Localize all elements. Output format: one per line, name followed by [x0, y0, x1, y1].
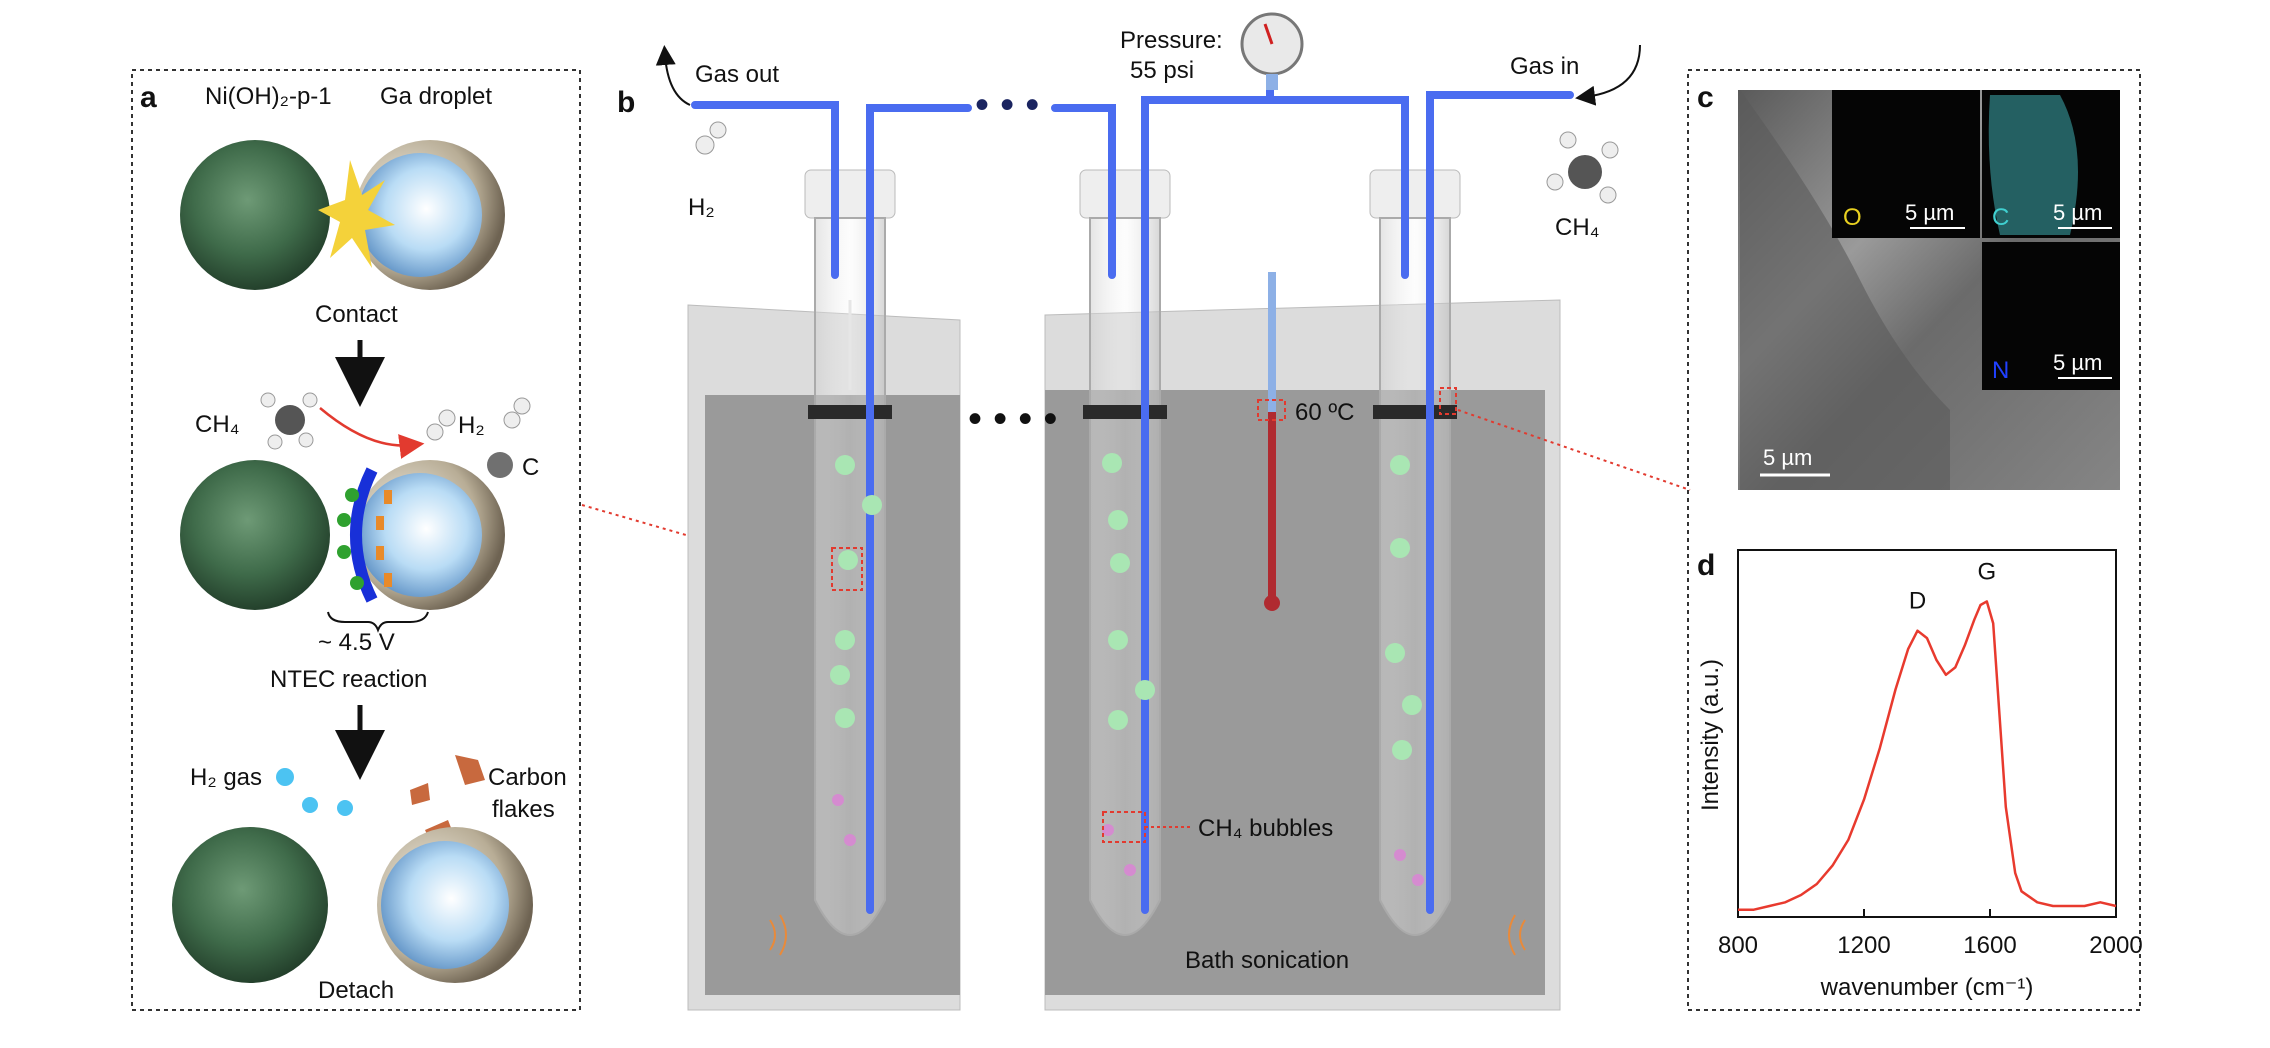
step-ntec-label: NTEC reaction [270, 666, 427, 693]
sonic-wave-left-icon [769, 914, 787, 956]
zoom-box-catalyst [831, 547, 863, 591]
catalyst-bubbles [830, 453, 1424, 886]
pressure-label-1: Pressure: [1120, 27, 1223, 54]
panel-b: b • • • • [617, 12, 1641, 1011]
ni-particle-2 [180, 460, 330, 610]
eds-c-label: C [1992, 204, 2009, 231]
gas-in-label: Gas in [1510, 53, 1579, 80]
sem-scale-label: 5 µm [1763, 445, 1812, 470]
y-axis-label: Intensity (a.u.) [1697, 659, 1724, 811]
peak-label-d: D [1909, 588, 1926, 615]
eds-map-o [1832, 90, 1980, 238]
panel-a: a Ni(OH)₂-p-1 Ga droplet Contact CH₄ H₂ [131, 69, 581, 1011]
h2-label-b: H₂ [688, 194, 715, 221]
x-tick-label: 1200 [1837, 932, 1890, 959]
gas-out-label: Gas out [695, 61, 779, 88]
x-axis-label: wavenumber (cm⁻¹) [1820, 974, 2034, 1001]
ga-droplet-core-2 [358, 473, 482, 597]
peak-label-g: G [1978, 558, 1997, 585]
h2-molecule-2-icon [503, 397, 531, 429]
panel-a-border [131, 69, 581, 1011]
contact-spark-icon [318, 160, 395, 268]
bubbles-label: CH₄ bubbles [1198, 815, 1333, 842]
sonication-label: Bath sonication [1185, 947, 1349, 974]
h2-label-a: H₂ [458, 412, 485, 439]
x-tick-label: 1600 [1963, 932, 2016, 959]
carbon-flakes-label-2: flakes [492, 796, 555, 823]
ga-droplet-core-3 [381, 841, 509, 969]
h2-molecule-icon [426, 409, 456, 441]
zoom-box-tube3 [1439, 387, 1457, 415]
h2-molecule-b-icon [695, 121, 727, 155]
eds-n-label: N [1992, 357, 2009, 384]
h2-bubble-icon [302, 797, 318, 813]
carbon-atom-icon [487, 452, 513, 478]
ch4-label-a: CH₄ [195, 411, 239, 438]
methane-molecule-b-icon [1546, 131, 1619, 204]
gas-out-arrow-icon [655, 45, 691, 106]
sonic-wave-right-icon [1508, 914, 1526, 956]
ntec-interface [350, 467, 378, 603]
eds-c-signal [1988, 95, 2078, 235]
ga-droplet-core-1 [358, 153, 482, 277]
h2-bubble-icon [276, 768, 294, 786]
annotation-layer: DG [1909, 558, 1996, 614]
pressure-label-2: 55 psi [1130, 57, 1194, 84]
ellipsis-mid: • • • • [968, 397, 1057, 441]
eds-n-scale: 5 µm [2053, 350, 2102, 375]
eds-map-n [1982, 242, 2120, 390]
x-tick-label: 2000 [2089, 932, 2142, 959]
reaction-arrow-icon [319, 407, 425, 459]
panel-c: c 5 µm O 5 µm C 5 µm N 5 µm [1687, 69, 2141, 1011]
panel-c-border [1687, 69, 2141, 1011]
step-contact-label: Contact [315, 301, 398, 328]
carbon-flake-icon [410, 783, 430, 805]
ch4-label-b: CH₄ [1555, 214, 1599, 241]
series-layer [1738, 600, 2117, 911]
voltage-brace [327, 611, 429, 633]
h2-gas-label: H₂ gas [190, 764, 262, 791]
eds-o-label: O [1843, 204, 1862, 231]
sem-texture [1740, 90, 1950, 490]
x-tick-label: 800 [1718, 932, 1758, 959]
ni-particle-3 [172, 827, 328, 983]
eds-c-scale: 5 µm [2053, 200, 2102, 225]
x-ticks: 800 1200 1600 2000 [1718, 909, 2143, 959]
ni-label: Ni(OH)₂-p-1 [205, 83, 332, 110]
ellipsis-top: • • • [975, 83, 1039, 127]
voltage-label: ~ 4.5 V [318, 629, 395, 656]
zoom-connector-right [1457, 409, 1691, 491]
reaction-tube-3 [1369, 169, 1461, 936]
chart-frame [1737, 549, 2117, 918]
carbon-flakes-label-1: Carbon [488, 764, 567, 791]
ga-label: Ga droplet [380, 83, 492, 110]
carbon-label-a: C [522, 454, 539, 481]
ni-particle-1 [180, 140, 330, 290]
panel-a-letter: a [140, 81, 157, 114]
h2-bubble-icon [337, 800, 353, 816]
temperature-label: 60 ºC [1295, 399, 1354, 426]
gas-in-arrow-icon [1575, 44, 1641, 106]
step-detach-label: Detach [318, 977, 394, 1004]
methane-molecule-icon [260, 392, 318, 450]
charge-markers [337, 488, 392, 590]
pressure-gauge-icon [1240, 12, 1304, 90]
panel-c-letter: c [1697, 81, 1714, 114]
raman-spectrum-line [1738, 600, 2117, 911]
panel-b-letter: b [617, 86, 635, 119]
reaction-tube-2 [1079, 169, 1171, 936]
panel-d-letter: d [1697, 549, 1715, 582]
panel-d: d 800 1200 1600 2000 Intensity (a.u.) waven… [1697, 549, 2143, 1001]
carbon-flake-icon [455, 755, 485, 785]
gas-lines [691, 86, 1574, 914]
eds-o-scale: 5 µm [1905, 200, 1954, 225]
zoom-box-thermo [1257, 399, 1286, 421]
thermometer [1264, 272, 1280, 611]
